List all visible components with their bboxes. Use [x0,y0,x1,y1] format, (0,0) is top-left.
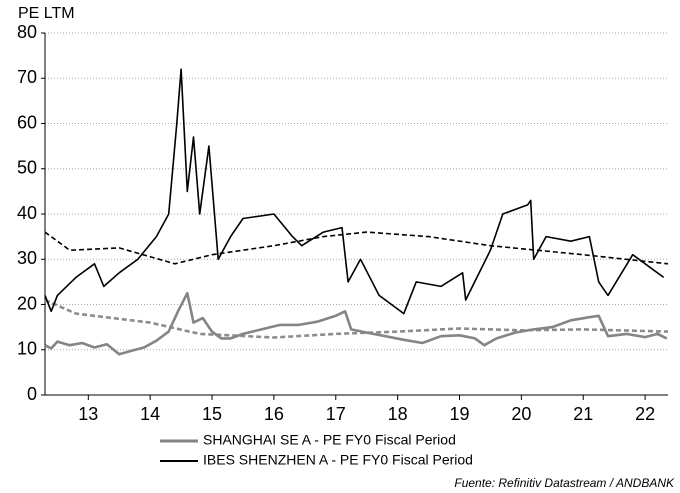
series-line [44,231,669,265]
y-tick-label: 60 [17,112,37,132]
x-tick-label: 18 [388,404,408,424]
legend-label: IBES SHENZHEN A - PE FY0 Fiscal Period [203,452,473,468]
x-tick-label: 20 [511,404,531,424]
y-tick-label: 80 [17,22,37,42]
y-tick-label: 40 [17,203,37,223]
x-tick-label: 13 [78,404,98,424]
x-tick-label: 22 [635,404,655,424]
source: Fuente: Refinitiv Datastream / ANDBANK [454,476,675,490]
series-line [44,68,665,315]
x-tick-label: 21 [573,404,593,424]
series-line [44,291,668,356]
legend-label: SHANGHAI SE A - PE FY0 Fiscal Period [203,432,456,448]
x-tick-label: 19 [449,404,469,424]
x-tick-label: 15 [202,404,222,424]
y-tick-label: 20 [17,293,37,313]
y-tick-label: 30 [17,248,37,268]
x-tick-label: 17 [326,404,346,424]
y-tick-label: 70 [17,67,37,87]
y-tick-label: 10 [17,339,37,359]
series-line [44,298,669,339]
y-axis-label: PE LTM [18,5,75,22]
x-tick-label: 14 [140,404,160,424]
x-tick-label: 16 [264,404,284,424]
y-tick-label: 50 [17,158,37,178]
y-tick-label: 0 [27,384,37,404]
